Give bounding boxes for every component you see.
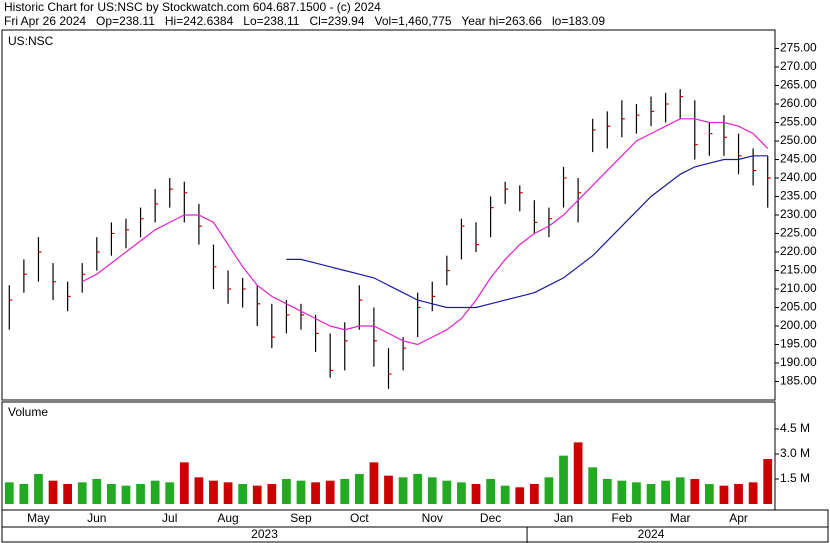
volume-bar bbox=[588, 467, 598, 504]
y-tick-label: 215.00 bbox=[780, 263, 817, 277]
volume-bar bbox=[282, 479, 291, 504]
volume-bar bbox=[209, 480, 218, 504]
volume-bar bbox=[92, 479, 102, 504]
y-tick-label: 235.00 bbox=[780, 189, 817, 203]
volume-bar bbox=[413, 474, 423, 504]
volume-bar bbox=[325, 480, 335, 504]
volume-bar bbox=[150, 480, 160, 504]
y-tick-label: 220.00 bbox=[780, 244, 817, 258]
price-panel bbox=[1, 29, 776, 401]
x-tick-label: Jun bbox=[87, 511, 106, 525]
volume-bar bbox=[223, 482, 233, 504]
y-tick-label: 185.00 bbox=[780, 374, 817, 388]
volume-bar bbox=[136, 484, 145, 504]
volume-bar bbox=[165, 482, 175, 504]
volume-bar bbox=[632, 482, 641, 504]
volume-bar bbox=[719, 485, 729, 504]
volume-bar bbox=[238, 484, 248, 504]
symbol-label: US:NSC bbox=[8, 34, 54, 48]
volume-bar bbox=[661, 480, 670, 504]
volume-bar bbox=[194, 477, 204, 504]
header-title: Historic Chart for US:NSC by Stockwatch.… bbox=[4, 0, 381, 14]
volume-bar bbox=[427, 477, 437, 504]
volume-bar bbox=[34, 474, 43, 504]
moving-average bbox=[286, 155, 768, 309]
volume-bar bbox=[77, 482, 87, 504]
volume-bar bbox=[4, 482, 14, 504]
y-tick-label: 275.00 bbox=[780, 41, 817, 55]
x-tick-label: Jul bbox=[162, 511, 177, 525]
volume-bar bbox=[704, 484, 714, 504]
volume-bar bbox=[617, 480, 627, 504]
y-tick-label: 195.00 bbox=[780, 337, 817, 351]
y-tick-label: 200.00 bbox=[780, 318, 817, 332]
volume-bar bbox=[19, 484, 29, 504]
y-tick-label: 270.00 bbox=[780, 59, 817, 73]
x-tick-label: Feb bbox=[612, 511, 633, 525]
volume-bar bbox=[311, 482, 320, 504]
volume-bar bbox=[748, 482, 758, 504]
x-axis-panel bbox=[1, 509, 829, 543]
volume-bar bbox=[354, 474, 364, 504]
volume-bar bbox=[646, 484, 656, 504]
volume-bar bbox=[500, 485, 510, 504]
y-tick-label: 230.00 bbox=[780, 207, 817, 221]
y-tick-label: 3.0 M bbox=[780, 446, 810, 460]
volume-bar bbox=[763, 459, 773, 504]
x-tick-label: Mar bbox=[670, 511, 691, 525]
volume-bar bbox=[573, 442, 583, 504]
x-tick-label: Sep bbox=[290, 511, 312, 525]
volume-bar bbox=[690, 479, 700, 504]
volume-bar bbox=[296, 480, 306, 504]
y-tick-label: 1.5 M bbox=[780, 471, 810, 485]
y-tick-label: 225.00 bbox=[780, 226, 817, 240]
volume-bar bbox=[457, 482, 466, 504]
volume-bar bbox=[63, 484, 73, 504]
x-tick-label: Apr bbox=[729, 511, 748, 525]
volume-bar bbox=[486, 479, 495, 504]
x-tick-label: Jan bbox=[554, 511, 573, 525]
x-tick-label: Nov bbox=[422, 511, 443, 525]
moving-average bbox=[81, 118, 769, 346]
volume-bar bbox=[442, 480, 452, 504]
volume-bar bbox=[398, 477, 408, 504]
volume-bar bbox=[267, 484, 277, 504]
y-tick-label: 245.00 bbox=[780, 152, 817, 166]
y-tick-label: 4.5 M bbox=[780, 421, 810, 435]
volume-bar bbox=[559, 455, 568, 504]
x-tick-label: Oct bbox=[350, 511, 369, 525]
y-tick-label: 210.00 bbox=[780, 281, 817, 295]
volume-bar bbox=[252, 485, 262, 504]
volume-bar bbox=[529, 484, 539, 504]
x-tick-label: Dec bbox=[480, 511, 501, 525]
y-tick-label: 190.00 bbox=[780, 355, 817, 369]
y-tick-label: 250.00 bbox=[780, 133, 817, 147]
volume-bar bbox=[121, 485, 131, 504]
volume-bar bbox=[544, 477, 554, 504]
volume-bar bbox=[675, 477, 685, 504]
volume-bar bbox=[48, 480, 58, 504]
volume-bar bbox=[179, 462, 189, 504]
y-tick-label: 240.00 bbox=[780, 170, 817, 184]
header-subtitle: Fri Apr 26 2024 Op=238.11 Hi=242.6384 Lo… bbox=[4, 14, 605, 28]
x-tick-label: May bbox=[27, 511, 50, 525]
volume-bar bbox=[602, 479, 612, 504]
volume-label: Volume bbox=[8, 405, 48, 419]
volume-bar bbox=[107, 484, 116, 504]
volume-bar bbox=[369, 462, 379, 504]
y-tick-label: 265.00 bbox=[780, 78, 817, 92]
volume-bar bbox=[340, 479, 350, 504]
y-tick-label: 255.00 bbox=[780, 115, 817, 129]
volume-bar bbox=[384, 475, 393, 504]
year-label: 2023 bbox=[251, 527, 278, 541]
y-tick-label: 260.00 bbox=[780, 96, 817, 110]
x-tick-label: Aug bbox=[217, 511, 238, 525]
year-label: 2024 bbox=[638, 527, 665, 541]
volume-bar bbox=[734, 484, 743, 504]
volume-bar bbox=[515, 487, 525, 504]
volume-bar bbox=[471, 484, 481, 504]
y-tick-label: 205.00 bbox=[780, 300, 817, 314]
